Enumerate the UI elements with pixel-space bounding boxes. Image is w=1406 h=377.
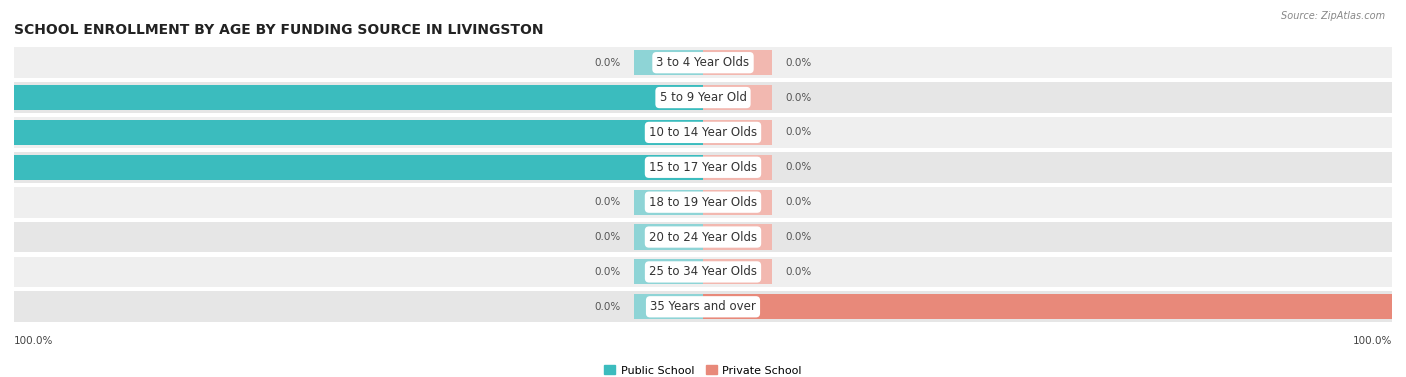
Text: 5 to 9 Year Old: 5 to 9 Year Old: [659, 91, 747, 104]
Bar: [14, 291, 1392, 322]
Bar: [703, 294, 1392, 319]
Bar: [703, 50, 772, 75]
Text: 0.0%: 0.0%: [595, 232, 620, 242]
Legend: Public School, Private School: Public School, Private School: [600, 361, 806, 377]
Bar: [14, 257, 1392, 287]
Text: 20 to 24 Year Olds: 20 to 24 Year Olds: [650, 231, 756, 244]
Bar: [14, 120, 703, 145]
Text: 100.0%: 100.0%: [14, 336, 53, 346]
Text: 0.0%: 0.0%: [786, 197, 811, 207]
Bar: [634, 294, 703, 319]
Text: 0.0%: 0.0%: [595, 197, 620, 207]
Text: 0.0%: 0.0%: [786, 267, 811, 277]
Bar: [634, 224, 703, 250]
Bar: [14, 187, 1392, 218]
Text: 25 to 34 Year Olds: 25 to 34 Year Olds: [650, 265, 756, 278]
Bar: [703, 259, 772, 285]
Bar: [703, 190, 772, 215]
Text: Source: ZipAtlas.com: Source: ZipAtlas.com: [1281, 11, 1385, 21]
Text: 0.0%: 0.0%: [786, 92, 811, 103]
Bar: [703, 85, 772, 110]
Text: 0.0%: 0.0%: [595, 58, 620, 68]
Bar: [634, 259, 703, 285]
Text: 0.0%: 0.0%: [786, 58, 811, 68]
Text: 0.0%: 0.0%: [786, 162, 811, 172]
Bar: [634, 190, 703, 215]
Text: 10 to 14 Year Olds: 10 to 14 Year Olds: [650, 126, 756, 139]
Text: 0.0%: 0.0%: [595, 267, 620, 277]
Text: 0.0%: 0.0%: [786, 127, 811, 138]
Text: SCHOOL ENROLLMENT BY AGE BY FUNDING SOURCE IN LIVINGSTON: SCHOOL ENROLLMENT BY AGE BY FUNDING SOUR…: [14, 23, 544, 37]
Bar: [14, 222, 1392, 252]
Bar: [703, 224, 772, 250]
Bar: [14, 117, 1392, 148]
Bar: [14, 82, 1392, 113]
Text: 18 to 19 Year Olds: 18 to 19 Year Olds: [650, 196, 756, 208]
Bar: [703, 155, 772, 180]
Text: 35 Years and over: 35 Years and over: [650, 300, 756, 313]
Bar: [14, 152, 1392, 182]
Bar: [634, 50, 703, 75]
Text: 3 to 4 Year Olds: 3 to 4 Year Olds: [657, 56, 749, 69]
Bar: [14, 85, 703, 110]
Bar: [14, 155, 703, 180]
Bar: [703, 120, 772, 145]
Text: 0.0%: 0.0%: [595, 302, 620, 312]
Bar: [14, 48, 1392, 78]
Text: 0.0%: 0.0%: [786, 232, 811, 242]
Text: 15 to 17 Year Olds: 15 to 17 Year Olds: [650, 161, 756, 174]
Text: 100.0%: 100.0%: [1353, 336, 1392, 346]
